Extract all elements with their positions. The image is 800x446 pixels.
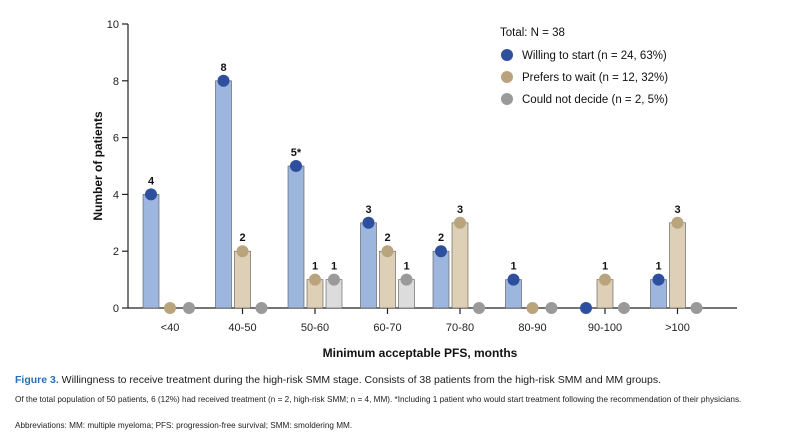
bar-marker (652, 273, 665, 286)
figure-note: Of the total population of 50 patients, … (15, 395, 742, 404)
bar (234, 250, 251, 309)
x-axis-label: Minimum acceptable PFS, months (323, 346, 518, 360)
y-tick-label: 10 (107, 19, 119, 31)
data-label: 1 (403, 261, 409, 273)
figure-title: Figure 3. Willingness to receive treatme… (15, 374, 785, 386)
figure-abbreviations: Abbreviations: MM: multiple myeloma; PFS… (15, 421, 353, 430)
bar-marker (599, 273, 611, 286)
chart-legend: Total: N = 38 Willing to start (n = 24, 6… (500, 27, 668, 106)
x-tick-label: 80-90 (518, 322, 546, 334)
bar-marker (400, 273, 413, 286)
data-label: 8 (220, 62, 226, 74)
data-label: 3 (457, 204, 463, 216)
bar-marker (545, 302, 558, 314)
bar (215, 80, 232, 309)
chart-bars: 4 8 2 5* 1 1 3 2 1 2 3 1 1 1 3 (142, 62, 703, 314)
data-label: 2 (239, 232, 245, 244)
bar-marker (236, 245, 249, 258)
bar (379, 250, 396, 309)
data-label: 2 (384, 232, 390, 244)
legend-entry: Prefers to wait (n = 12, 32%) (522, 72, 668, 84)
x-tick-label: 70-80 (446, 322, 474, 334)
bar-marker (183, 302, 195, 314)
bar-marker (309, 273, 321, 286)
y-tick-label: 8 (113, 76, 119, 88)
bar-marker (381, 245, 394, 258)
bar (432, 250, 450, 309)
bar (451, 222, 469, 309)
x-tick-label: 50-60 (301, 322, 329, 334)
data-label: 1 (602, 261, 608, 273)
data-label: 5* (291, 147, 302, 159)
bar (142, 194, 160, 309)
x-tick-label: 60-70 (373, 322, 401, 334)
y-tick-label: 0 (113, 303, 119, 315)
data-label: 1 (510, 261, 516, 273)
y-tick-label: 4 (113, 189, 119, 201)
figure-label: Figure 3. (15, 374, 59, 386)
bar-marker (435, 245, 447, 258)
bar (669, 222, 686, 309)
y-axis-label: Number of patients (91, 111, 105, 221)
bar (287, 165, 305, 309)
x-tick-label: <40 (161, 322, 180, 334)
bar-marker (671, 216, 684, 229)
bar-marker (290, 160, 302, 172)
bar (360, 222, 377, 309)
bar-marker (618, 302, 630, 314)
legend-entry: Willing to start (n = 24, 63%) (522, 50, 667, 62)
bar-marker (164, 302, 176, 314)
bar-chart: 0 2 4 6 8 10 Minimum acceptable PFS, months Num… (91, 19, 737, 360)
data-label: 3 (674, 204, 680, 216)
data-label: 1 (655, 261, 661, 273)
legend-marker (501, 71, 513, 83)
bar-marker (507, 273, 520, 286)
bar-marker (580, 302, 592, 314)
bar-marker (454, 216, 466, 229)
figure-title-text: Willingness to receive treatment during … (58, 374, 662, 386)
bar-marker (328, 273, 340, 286)
y-tick-label: 2 (113, 246, 119, 258)
data-label: 4 (148, 175, 155, 187)
bar-marker (690, 302, 703, 314)
chart-axes: 0 2 4 6 8 10 Minimum acceptable PFS, months Num… (91, 19, 737, 360)
data-label: 1 (312, 261, 318, 273)
x-tick-label: >100 (665, 322, 690, 334)
bar-marker (145, 188, 157, 201)
legend-marker (501, 49, 513, 61)
data-label: 2 (438, 232, 444, 244)
bar-marker (473, 302, 485, 314)
data-label: 3 (365, 204, 371, 216)
data-label: 1 (331, 261, 337, 273)
legend-entry: Could not decide (n = 2, 5%) (522, 94, 668, 106)
x-tick-label: 90-100 (588, 322, 622, 334)
bar-marker (362, 216, 375, 229)
bar-marker (526, 302, 539, 314)
y-tick-label: 6 (113, 133, 119, 145)
legend-marker (501, 93, 513, 105)
bar-marker (255, 302, 268, 314)
x-tick-label: 40-50 (228, 322, 256, 334)
legend-title: Total: N = 38 (500, 27, 565, 39)
bar-marker (217, 74, 230, 87)
